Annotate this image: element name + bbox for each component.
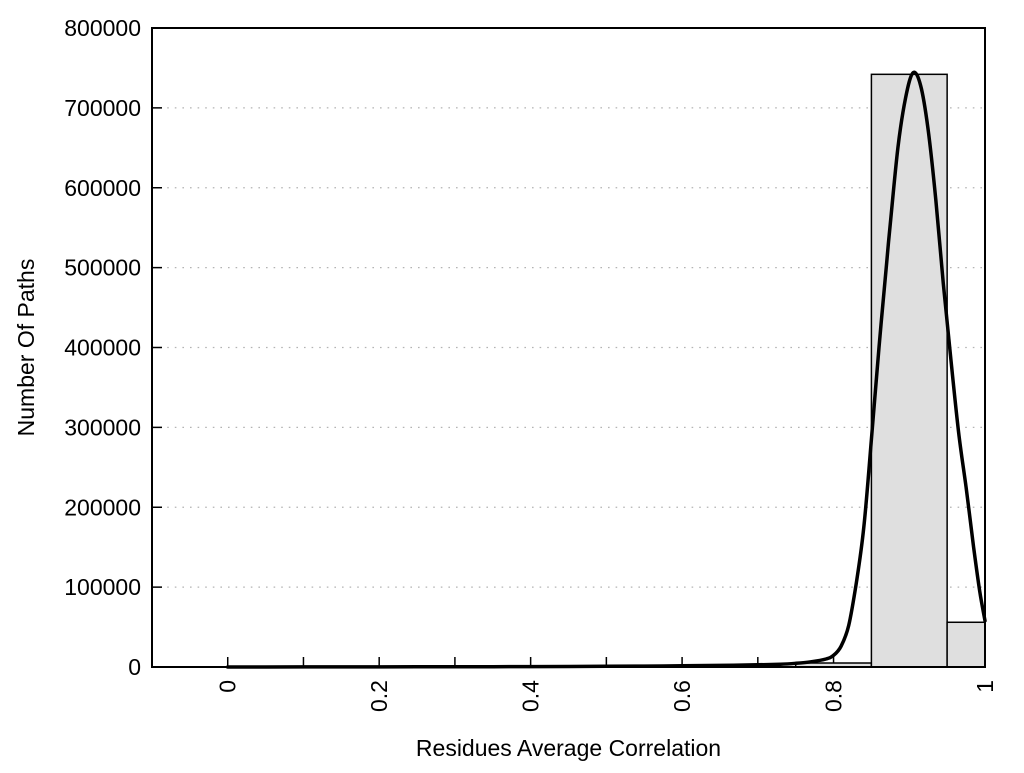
x-tick-label: 1: [972, 680, 998, 693]
y-tick-label: 400000: [64, 335, 141, 361]
histogram-bars: [794, 73, 986, 668]
x-tick-label: 0.4: [518, 680, 544, 712]
y-tick-label: 700000: [64, 95, 141, 121]
y-tick-label: 800000: [64, 15, 141, 41]
x-axis-title: Residues Average Correlation: [416, 735, 721, 761]
y-tick-label: 300000: [64, 414, 141, 440]
histogram-bar: [870, 73, 948, 668]
fit-curve-layer: [225, 70, 987, 669]
y-tick-labels: 0 100000 200000 300000 400000 500000 600000 700…: [64, 15, 141, 680]
x-tick-label: 0: [215, 680, 241, 693]
x-tick-label: 0.2: [366, 680, 392, 712]
x-tick-labels: 0 0.2 0.4 0.6 0.8 1: [215, 680, 998, 712]
y-tick-label: 600000: [64, 175, 141, 201]
fit-curve: [225, 70, 987, 669]
y-tick-label: 500000: [64, 255, 141, 281]
y-tick-label: 100000: [64, 574, 141, 600]
histogram-bar: [946, 621, 986, 668]
grid-layer: [152, 107, 985, 588]
y-axis-title: Number Of Paths: [13, 259, 39, 437]
x-tick-label: 0.6: [669, 680, 695, 712]
y-tick-label: 200000: [64, 494, 141, 520]
y-tick-label: 0: [128, 654, 141, 680]
x-tick-label: 0.8: [821, 680, 847, 712]
